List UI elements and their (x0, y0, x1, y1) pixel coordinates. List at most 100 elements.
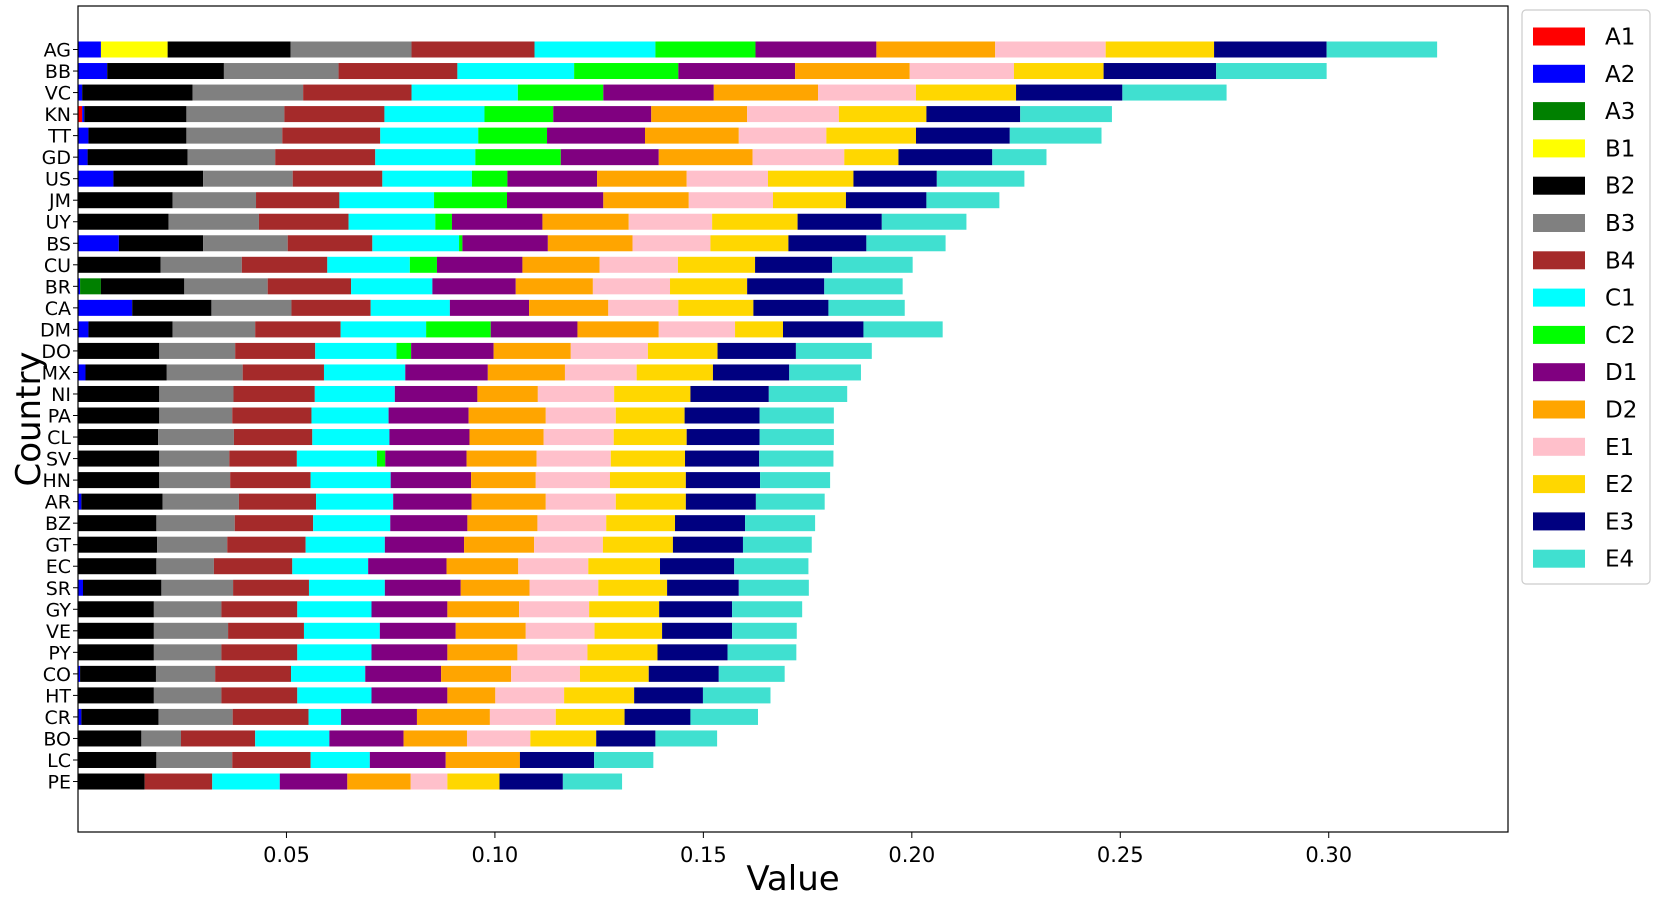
bar-AG-E4 (1326, 41, 1438, 58)
legend-swatch-A3 (1533, 102, 1585, 121)
bar-MX-A2 (78, 364, 86, 381)
bar-SV-E4 (759, 450, 834, 467)
bar-GD-C1 (375, 149, 476, 166)
bar-US-C2 (471, 170, 508, 187)
bar-GT-D1 (384, 536, 465, 553)
bar-VC-B2 (82, 84, 193, 101)
bar-PA-C1 (311, 407, 389, 424)
bar-BO-B3 (141, 730, 181, 747)
legend-swatch-E3 (1533, 512, 1585, 531)
bar-BS-D1 (462, 235, 548, 252)
y-tick-label: EC (46, 556, 71, 578)
legend-swatch-B3 (1533, 214, 1585, 232)
bar-DM-E4 (863, 321, 943, 338)
y-tick-label: GT (45, 535, 71, 557)
bar-CL-E2 (613, 429, 687, 446)
bar-CR-B2 (81, 708, 159, 725)
y-tick-label: CL (47, 427, 71, 449)
bar-TT-C1 (380, 127, 479, 144)
bar-AG-B4 (411, 41, 535, 58)
bar-MX-E4 (789, 364, 861, 381)
bar-GY-E2 (589, 601, 660, 618)
bar-JM-E2 (772, 192, 846, 209)
bar-BB-E2 (1013, 63, 1104, 80)
y-tick-label: HT (45, 685, 71, 707)
bar-JM-C2 (434, 192, 507, 209)
bar-US-E1 (686, 170, 768, 187)
bar-PY-E2 (587, 644, 658, 661)
bar-CA-E4 (828, 299, 905, 316)
bar-AR-B4 (238, 493, 317, 510)
x-tick-label: 0.25 (1097, 843, 1144, 867)
bar-BR-D2 (515, 278, 593, 295)
bar-NI-E1 (537, 385, 615, 402)
bar-BB-B3 (223, 63, 339, 80)
bar-MX-E1 (564, 364, 637, 381)
bar-VC-D2 (713, 84, 819, 101)
x-tick-label: 0.30 (1305, 843, 1352, 867)
legend-label-A1: A1 (1605, 25, 1635, 51)
bar-AG-C1 (534, 41, 656, 58)
bar-EC-B4 (213, 558, 293, 575)
bar-HT-B3 (153, 687, 222, 704)
bar-PE-E3 (499, 773, 563, 790)
legend-swatch-B4 (1533, 251, 1585, 270)
bar-PE-E1 (410, 773, 448, 790)
y-tick-label: PY (48, 642, 71, 664)
bar-TT-A2 (78, 127, 89, 144)
bar-TT-E3 (915, 127, 1010, 144)
bar-US-B2 (113, 170, 204, 187)
y-tick-label: GY (46, 599, 72, 621)
bar-BZ-E2 (606, 515, 676, 532)
y-tick-label: BO (43, 728, 71, 750)
bar-SR-E1 (529, 579, 599, 596)
bar-GT-E4 (742, 536, 812, 553)
bar-TT-D1 (547, 127, 645, 144)
bar-NI-B3 (159, 385, 234, 402)
bar-BB-B2 (107, 63, 224, 80)
bar-EC-B3 (156, 558, 214, 575)
bar-US-E2 (767, 170, 854, 187)
bar-CO-B3 (155, 665, 216, 682)
bar-CR-E4 (690, 708, 758, 725)
bar-DO-B4 (235, 342, 316, 359)
bar-EC-E4 (734, 558, 809, 575)
bar-GD-E3 (898, 149, 993, 166)
bar-AG-D1 (755, 41, 877, 58)
bar-BS-B3 (203, 235, 288, 252)
bar-BR-B2 (100, 278, 185, 295)
legend-swatch-E1 (1533, 437, 1585, 456)
bar-KN-A2 (82, 106, 85, 123)
bar-PA-B3 (159, 407, 233, 424)
y-axis-label: Country (9, 351, 49, 486)
legend-swatch-B1 (1533, 139, 1585, 158)
bar-CU-C1 (327, 256, 410, 273)
bar-AG-C2 (655, 41, 756, 58)
bar-BB-B4 (338, 63, 458, 80)
bar-BZ-D1 (390, 515, 468, 532)
bar-VC-D1 (603, 84, 714, 101)
bar-CR-B4 (232, 708, 309, 725)
legend-swatch-D1 (1533, 363, 1585, 382)
bar-CU-B4 (241, 256, 328, 273)
bar-SR-B3 (161, 579, 234, 596)
legend-swatch-D2 (1533, 400, 1585, 419)
bar-HN-E3 (685, 472, 761, 489)
bar-DM-E2 (735, 321, 783, 338)
legend-label-E1: E1 (1605, 435, 1634, 461)
bar-TT-B3 (186, 127, 283, 144)
bar-CU-B3 (160, 256, 242, 273)
legend-label-B2: B2 (1605, 174, 1635, 200)
bar-BB-E1 (909, 63, 1014, 80)
bar-UY-B4 (258, 213, 349, 230)
bar-US-B3 (203, 170, 293, 187)
bar-VE-E3 (662, 622, 733, 639)
bar-PY-C1 (297, 644, 372, 661)
y-tick-label: BZ (45, 513, 71, 535)
bar-DO-C2 (396, 342, 412, 359)
plot-frame (77, 5, 1509, 833)
y-tick-label: UY (45, 212, 71, 234)
bar-UY-C2 (435, 213, 452, 230)
y-tick-label: AR (45, 492, 71, 514)
bar-JM-B2 (78, 192, 173, 209)
